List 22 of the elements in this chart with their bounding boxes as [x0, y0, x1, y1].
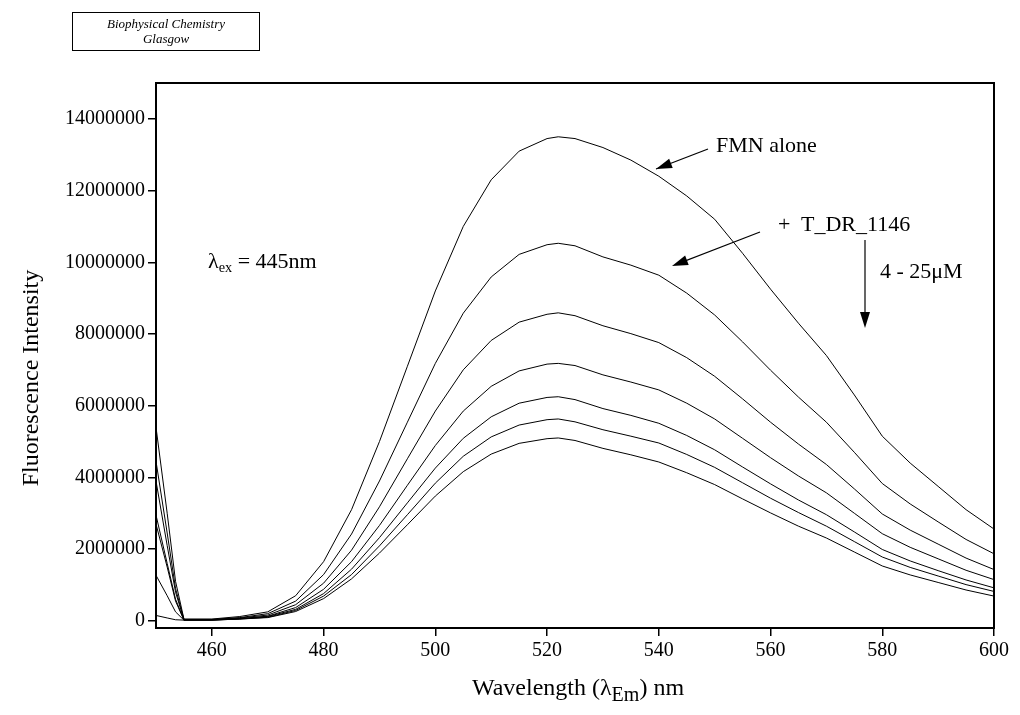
y-tick-label: 14000000 — [65, 106, 145, 129]
y-axis-title: Fluorescence Intensity — [16, 269, 44, 487]
annotation: FMN alone — [716, 131, 817, 157]
x-tick-label: 560 — [755, 638, 786, 661]
x-tick-label: 460 — [196, 638, 227, 661]
x-tick-label: 520 — [532, 638, 563, 661]
x-tick-label: 540 — [643, 638, 674, 661]
y-tick-label: 10000000 — [65, 249, 145, 272]
y-tick-label: 2000000 — [75, 536, 145, 559]
y-tick-label: 6000000 — [75, 392, 145, 415]
text: Biophysical Chemistry Glasgow — [72, 12, 260, 51]
y-tick-label: 0 — [135, 608, 145, 631]
annotation: + T_DR_1146 — [778, 210, 911, 236]
x-tick-label: 500 — [420, 638, 451, 661]
y-tick-label: 12000000 — [65, 177, 145, 200]
y-tick-label: 8000000 — [75, 321, 145, 344]
x-tick-label: 480 — [308, 638, 339, 661]
x-tick-label: 580 — [867, 638, 898, 661]
x-axis-title: Wavelength (λ$_{Em}$) nm — [471, 674, 685, 706]
x-tick-label: 600 — [979, 638, 1009, 661]
annotation: 4 - 25μM — [880, 257, 963, 283]
y-tick-label: 4000000 — [75, 464, 145, 487]
